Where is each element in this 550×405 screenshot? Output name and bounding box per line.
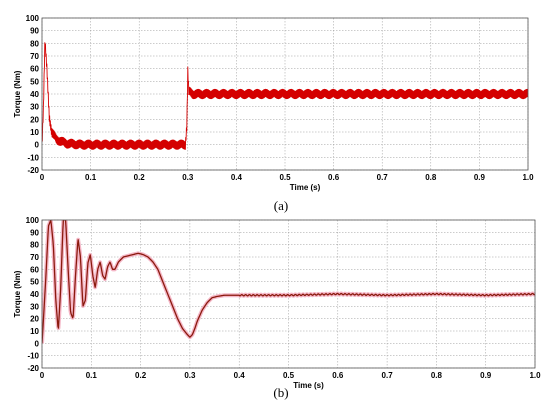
x-tick-label: 0.5: [279, 173, 291, 182]
x-tick-label: 0: [40, 371, 45, 380]
y-tick-label: 90: [30, 27, 39, 36]
y-tick-label: -10: [27, 352, 39, 361]
y-tick-label: 30: [30, 103, 39, 112]
y-tick-label: 80: [30, 39, 39, 48]
y-tick-label: 10: [30, 327, 39, 336]
y-tick-label: 70: [30, 52, 39, 61]
series-line: [42, 42, 528, 150]
y-tick-label: 30: [30, 302, 39, 311]
y-tick-label: 60: [30, 265, 39, 274]
y-tick-label: 80: [30, 241, 39, 250]
y-tick-label: 0: [35, 339, 40, 348]
caption-a: (a): [274, 198, 288, 213]
x-tick-label: 0.4: [231, 173, 243, 182]
x-tick-label: 0.1: [86, 371, 98, 380]
x-tick-label: 0.7: [382, 371, 394, 380]
y-tick-label: 20: [30, 115, 39, 124]
x-tick-label: 0.8: [431, 371, 443, 380]
x-tick-label: 0.7: [377, 173, 389, 182]
y-tick-label: -10: [27, 153, 39, 162]
y-tick-label: 60: [30, 65, 39, 74]
caption-b: (b): [273, 385, 288, 400]
series-line: [42, 220, 535, 344]
y-axis-label: Torque (Nm): [13, 270, 22, 317]
y-axis-label: Torque (Nm): [13, 70, 22, 117]
y-tick-label: 50: [30, 77, 39, 86]
x-axis-label: Time (s): [293, 381, 324, 390]
x-tick-label: 0.9: [474, 173, 486, 182]
y-tick-label: 100: [26, 216, 40, 225]
x-tick-label: 0.2: [134, 173, 146, 182]
x-tick-label: 0.9: [480, 371, 492, 380]
x-tick-label: 0.6: [328, 173, 340, 182]
x-tick-label: 0.3: [184, 371, 196, 380]
y-tick-label: 50: [30, 278, 39, 287]
y-tick-label: 100: [26, 14, 40, 23]
y-tick-label: 90: [30, 228, 39, 237]
y-tick-label: 0: [35, 141, 40, 150]
chart-b: 0 0.1 0.2 0.3 0.4 0.5 0.6 0.7 0.8 0.9 1.0 -20 -10 0 10…: [13, 216, 541, 390]
y-tick-label: -20: [27, 364, 39, 373]
x-axis-label: Time (s): [290, 183, 321, 192]
y-tick-label: 40: [30, 90, 39, 99]
plot-frame: [41, 17, 529, 171]
x-tick-label: 0.8: [425, 173, 437, 182]
x-tick-label: 0: [40, 173, 45, 182]
x-tick-label: 0.4: [234, 371, 246, 380]
y-tick-label: 20: [30, 315, 39, 324]
x-tick-label: 1.0: [529, 371, 541, 380]
plot-frame: [41, 219, 536, 369]
y-tick-label: 40: [30, 290, 39, 299]
x-tick-label: 0.3: [182, 173, 194, 182]
x-tick-label: 0.5: [283, 371, 295, 380]
y-tick-label: -20: [27, 166, 39, 175]
y-tick-label: 10: [30, 128, 39, 137]
x-tick-label: 1.0: [522, 173, 534, 182]
y-tick-label: 70: [30, 253, 39, 262]
x-tick-label: 0.2: [135, 371, 147, 380]
x-tick-label: 0.6: [332, 371, 344, 380]
x-tick-label: 0.1: [85, 173, 97, 182]
chart-a: 0 0.1 0.2 0.3 0.4 0.5 0.6 0.7 0.8 0.9 1.0 -20 -10 0 10…: [13, 14, 534, 192]
